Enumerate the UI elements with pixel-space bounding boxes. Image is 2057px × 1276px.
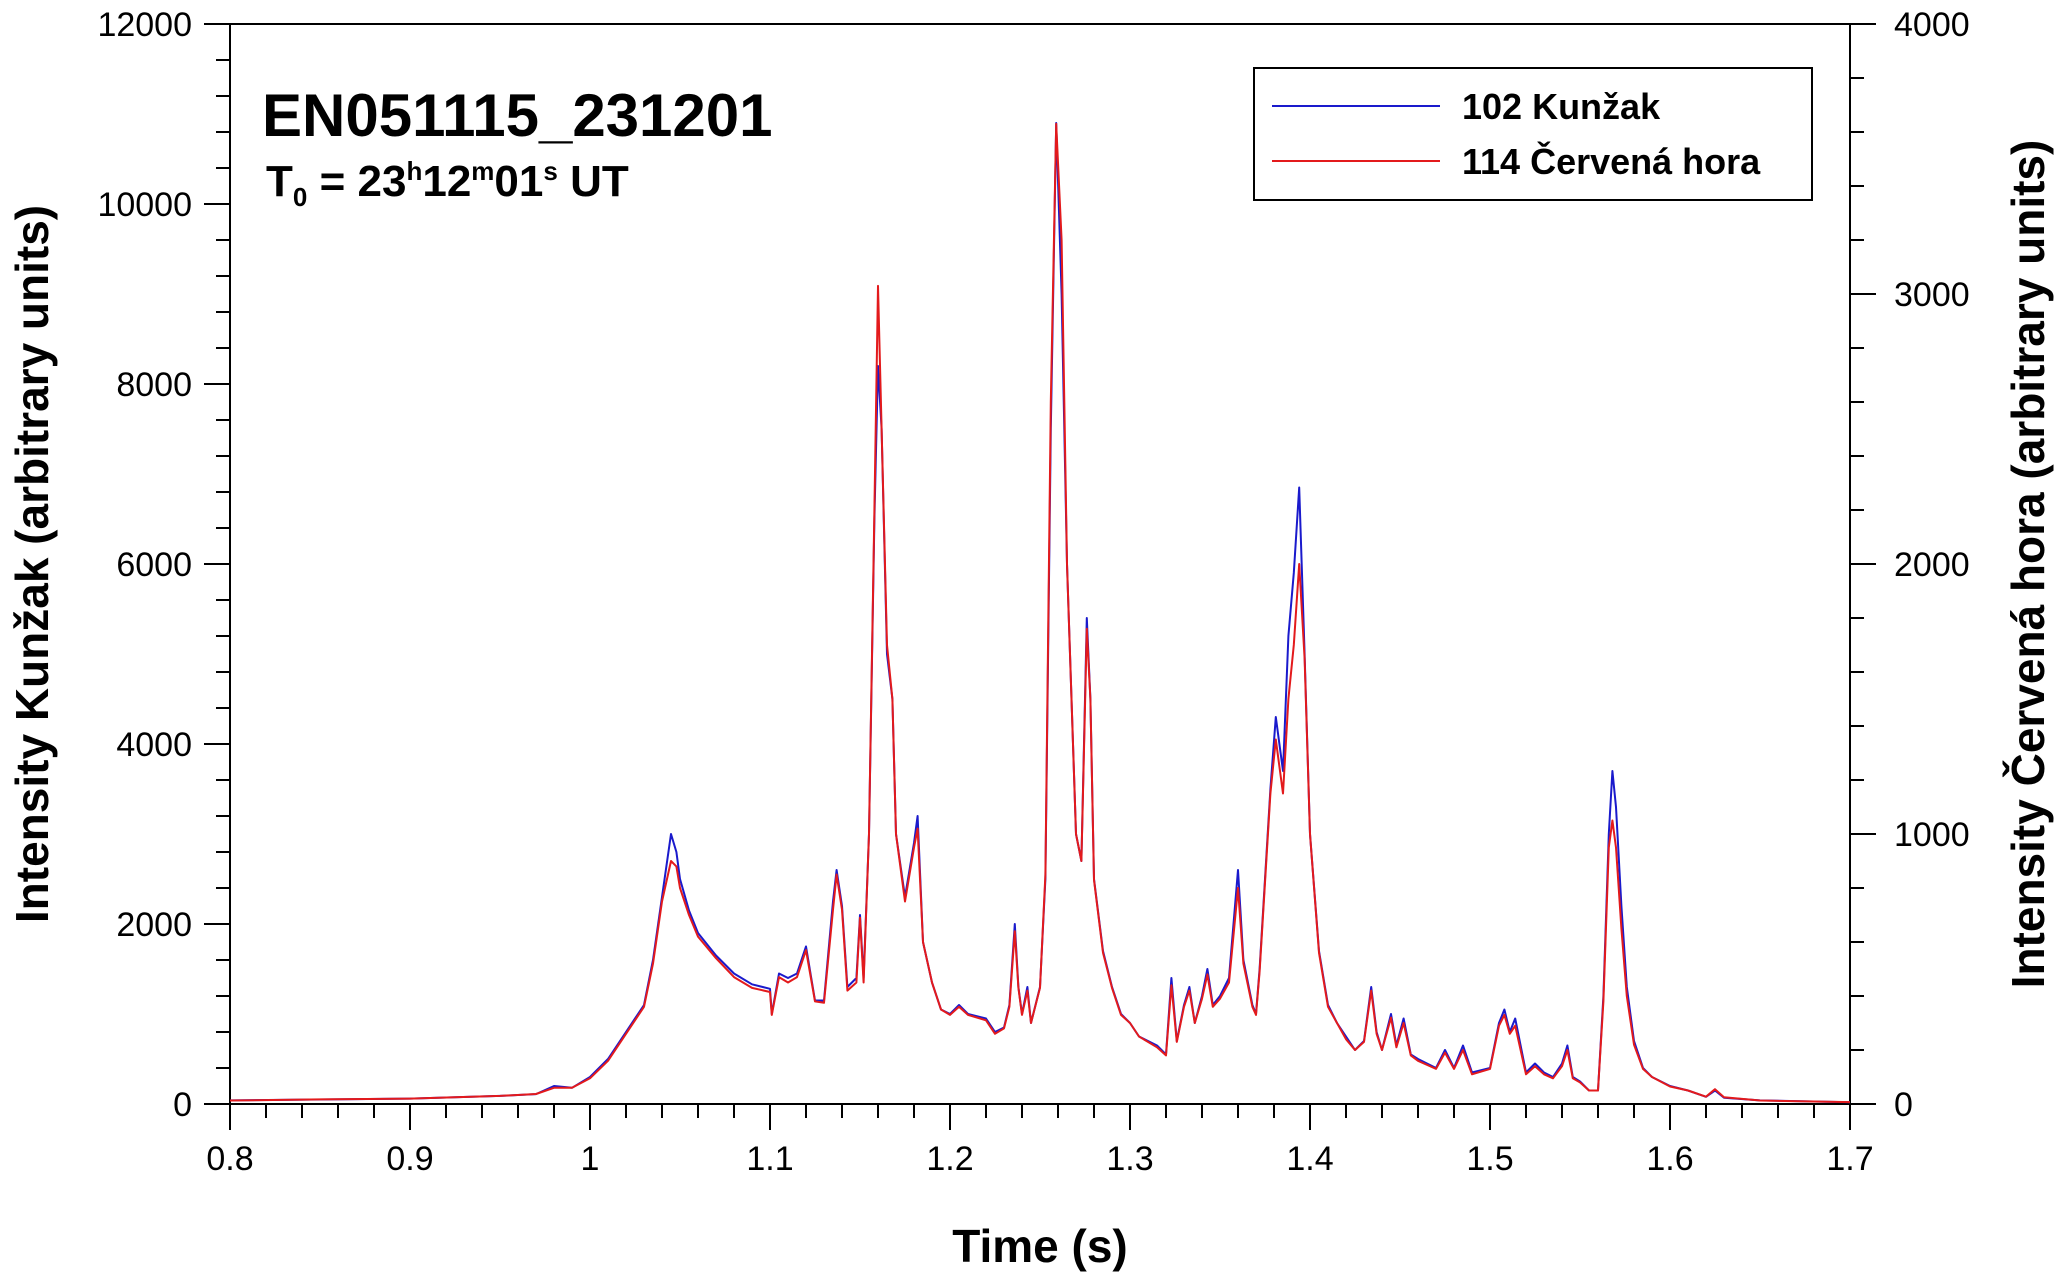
subtitle-suffix: UT: [558, 157, 629, 206]
legend-label-cervena-hora: 114 Červená hora: [1462, 140, 1761, 182]
y-right-tick-label: 1000: [1894, 816, 1970, 854]
x-tick-label: 1.4: [1286, 1140, 1333, 1178]
y-right-tick-label: 0: [1894, 1086, 1913, 1124]
subtitle-h: h: [406, 156, 422, 186]
y-right-axis-title: Intensity Červená hora (arbitrary units): [2002, 140, 2054, 989]
series-line-kunzak: [229, 122, 1851, 1104]
legend: 102 Kunžak 114 Červená hora: [1253, 67, 1813, 201]
x-tick-label: 0.9: [386, 1140, 433, 1178]
x-tick-label: 1.5: [1466, 1140, 1513, 1178]
y-right-tick-label: 4000: [1894, 6, 1970, 44]
subtitle-mid2: 01: [494, 157, 543, 206]
series-layer: [229, 122, 1851, 1104]
chart-subtitle: T0 = 23h12m01s UT: [266, 156, 629, 212]
subtitle-prefix: T: [266, 157, 293, 206]
y-left-tick-label: 6000: [116, 546, 192, 584]
subtitle-mid1: 12: [422, 157, 471, 206]
chart-title: EN051115_231201: [262, 82, 773, 149]
subtitle-subscript: 0: [293, 182, 307, 212]
series-line-cervena-hora: [229, 122, 1851, 1104]
x-axis-ticks: 0.8 0.9 1 1.1 1.2 1.3 1.4 1.5 1.6 1.7: [206, 1104, 1874, 1178]
y-left-tick-label: 4000: [116, 726, 192, 764]
x-tick-label: 1.1: [746, 1140, 793, 1178]
subtitle-m: m: [471, 156, 494, 186]
y-right-axis-ticks: 0 1000 2000 3000 4000: [1850, 6, 1970, 1124]
y-left-tick-label: 12000: [97, 6, 192, 44]
x-tick-label: 1.3: [1106, 1140, 1153, 1178]
y-right-tick-label: 3000: [1894, 276, 1970, 314]
y-left-axis-ticks: 0 2000 4000 6000 8000 10000 12000: [97, 6, 230, 1124]
subtitle-eq: = 23: [307, 157, 406, 206]
x-axis-title: Time (s): [952, 1220, 1128, 1272]
legend-box: [1253, 67, 1813, 201]
y-right-tick-label: 2000: [1894, 546, 1970, 584]
y-left-tick-label: 8000: [116, 366, 192, 404]
x-tick-label: 1: [581, 1140, 600, 1178]
y-left-tick-label: 2000: [116, 906, 192, 944]
y-left-axis-title: Intensity Kunžak (arbitrary units): [6, 205, 58, 923]
y-left-tick-label: 10000: [97, 186, 192, 224]
x-tick-label: 1.6: [1646, 1140, 1693, 1178]
subtitle-s: s: [543, 156, 557, 186]
legend-label-kunzak: 102 Kunžak: [1462, 86, 1661, 127]
x-tick-label: 1.7: [1826, 1140, 1873, 1178]
y-left-tick-label: 0: [173, 1086, 192, 1124]
x-tick-label: 0.8: [206, 1140, 253, 1178]
x-tick-label: 1.2: [926, 1140, 973, 1178]
